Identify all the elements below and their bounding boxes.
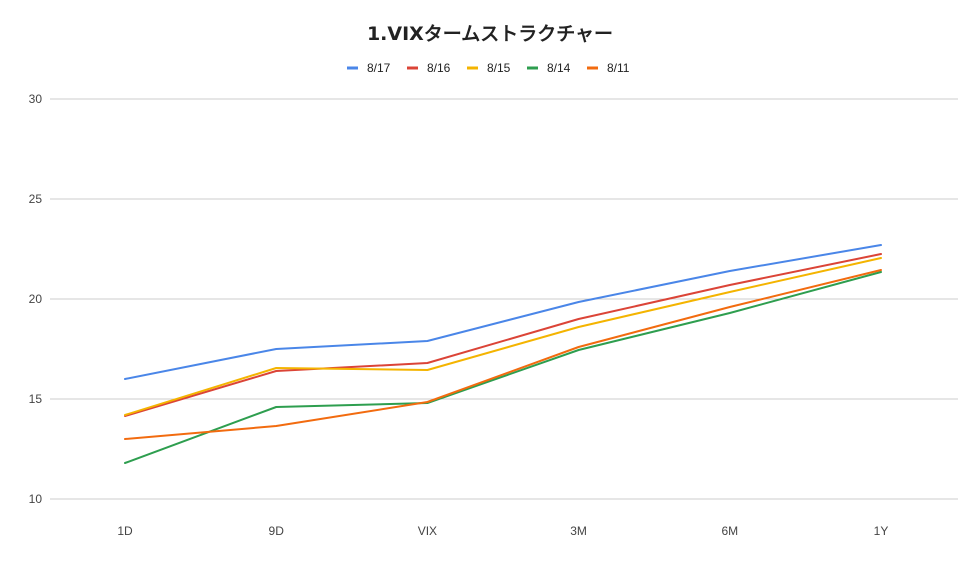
x-tick-label: VIX — [418, 524, 437, 538]
legend-label: 8/14 — [547, 61, 571, 75]
legend-label: 8/17 — [367, 61, 391, 75]
legend-label: 8/15 — [487, 61, 511, 75]
series-line-8-15 — [124, 257, 882, 416]
series-line-8-11 — [124, 269, 882, 440]
y-tick-label: 25 — [29, 192, 43, 206]
legend: 8/17 8/16 8/15 8/14 8/11 — [347, 61, 630, 75]
legend-label: 8/16 — [427, 61, 451, 75]
series-lines — [124, 244, 882, 464]
y-tick-label: 15 — [29, 392, 43, 406]
series-line-8-17 — [124, 244, 882, 380]
y-tick-label: 30 — [29, 92, 43, 106]
legend-item: 8/16 — [407, 61, 451, 75]
legend-item: 8/17 — [347, 61, 391, 75]
series-line-8-14 — [124, 271, 882, 464]
series-line-8-16 — [124, 253, 882, 417]
y-axis-ticks: 10 15 20 25 30 — [29, 92, 43, 506]
legend-label: 8/11 — [607, 61, 630, 75]
x-tick-label: 6M — [721, 524, 738, 538]
x-tick-label: 9D — [269, 524, 285, 538]
x-axis-ticks: 1D 9D VIX 3M 6M 1Y — [117, 524, 888, 538]
x-tick-label: 1D — [117, 524, 133, 538]
legend-item: 8/14 — [527, 61, 571, 75]
legend-item: 8/11 — [587, 61, 630, 75]
gridlines — [50, 98, 958, 500]
x-tick-label: 1Y — [874, 524, 889, 538]
chart-title: 1.VIXタームストラクチャー — [367, 23, 613, 45]
legend-item: 8/15 — [467, 61, 511, 75]
y-tick-label: 20 — [29, 292, 43, 306]
y-tick-label: 10 — [29, 492, 43, 506]
x-tick-label: 3M — [570, 524, 587, 538]
